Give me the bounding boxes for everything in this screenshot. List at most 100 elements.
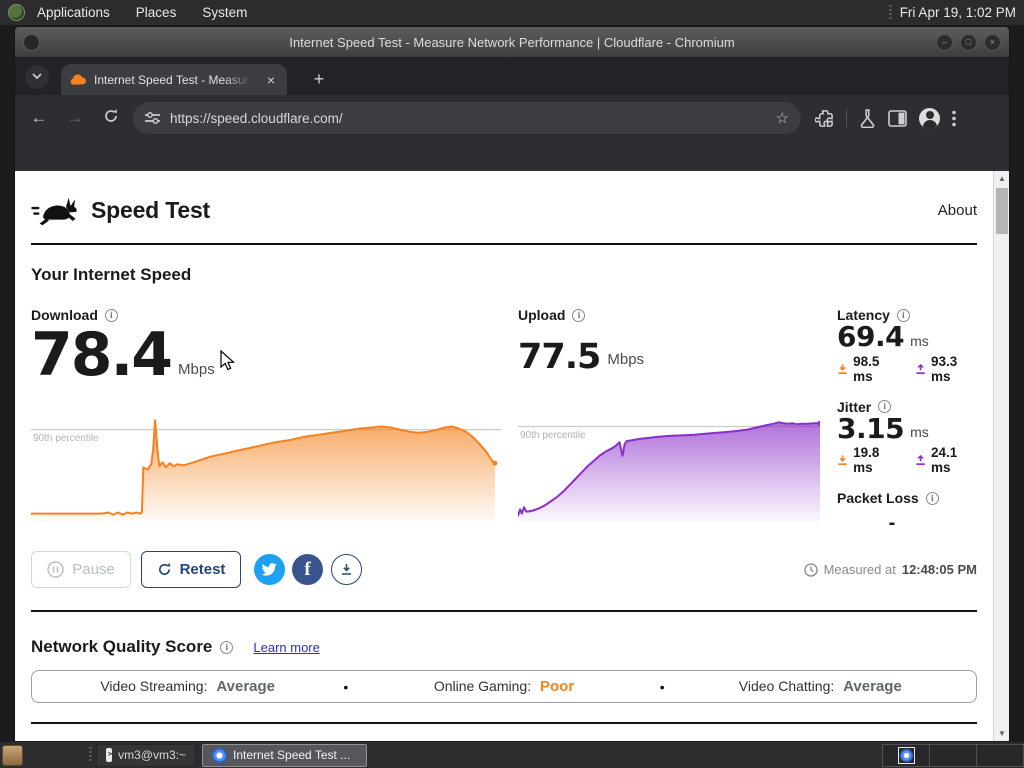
percentile-label: 90th percentile — [33, 432, 99, 444]
workspace-1[interactable] — [882, 743, 930, 767]
info-icon[interactable]: i — [925, 491, 939, 505]
download-arrow-icon — [838, 455, 847, 466]
taskbar-drag-handle — [89, 747, 92, 763]
tab-close-icon[interactable]: × — [266, 71, 276, 88]
info-icon[interactable]: i — [878, 400, 892, 414]
refresh-icon — [158, 562, 170, 575]
browser-toolbar: ← → https://speed.cloudflare.com/ ☆ — [15, 95, 1009, 141]
measured-at: Measured at 12:48:05 PM — [803, 562, 977, 577]
taskbar-item-browser[interactable]: Internet Speed Test ... — [202, 743, 367, 767]
minimize-button[interactable]: – — [936, 33, 953, 51]
upload-arrow-icon — [916, 363, 925, 374]
scrollbar-thumb[interactable] — [995, 188, 1008, 234]
browser-window: Internet Speed Test - Measure Network Pe… — [14, 26, 1010, 742]
maximize-button[interactable]: □ — [960, 33, 977, 51]
quality-video-streaming: Video Streaming: Average — [100, 678, 276, 695]
back-icon[interactable]: ← — [30, 108, 48, 127]
latency-unit: ms — [910, 332, 929, 349]
bookmark-star-icon[interactable]: ☆ — [775, 110, 789, 127]
about-link[interactable]: About — [937, 201, 977, 219]
window-title: Internet Speed Test - Measure Network Pe… — [289, 34, 735, 50]
info-icon[interactable]: i — [572, 308, 586, 322]
network-quality-box: Video Streaming: Average • Online Gaming… — [31, 670, 977, 703]
panel-clock[interactable]: Fri Apr 19, 1:02 PM — [899, 5, 1016, 20]
packet-loss-label: Packet Loss — [837, 490, 919, 507]
jitter-down-value: 19.8 ms — [853, 445, 880, 476]
side-panel-icon[interactable] — [888, 109, 907, 127]
packet-loss-value: - — [888, 512, 896, 535]
workspace-3[interactable] — [976, 743, 1024, 767]
jitter-value: 3.15 — [837, 411, 905, 445]
quality-video-chatting: Video Chatting: Average — [738, 678, 902, 695]
close-button[interactable]: × — [984, 33, 1001, 51]
pause-icon — [47, 561, 64, 578]
latency-value: 69.4 — [837, 320, 905, 353]
latency-label: Latency — [837, 307, 890, 323]
download-value: 78.4 — [31, 320, 173, 390]
share-twitter-button[interactable] — [254, 554, 285, 585]
page-scrollbar[interactable]: ▲ ▼ — [993, 171, 1009, 742]
forward-icon[interactable]: → — [66, 108, 84, 127]
learn-more-link[interactable]: Learn more — [253, 639, 320, 655]
quality-value: Average — [216, 678, 276, 695]
new-tab-button[interactable]: + — [313, 69, 325, 89]
quality-value: Average — [843, 678, 902, 695]
facebook-f-icon: f — [304, 559, 311, 580]
info-icon[interactable]: i — [896, 308, 910, 322]
chevron-down-icon — [32, 73, 42, 80]
latency-down-value: 98.5 ms — [853, 353, 880, 384]
info-icon[interactable]: i — [104, 308, 118, 322]
download-unit: Mbps — [178, 361, 215, 378]
bullet-separator: • — [659, 678, 665, 695]
site-settings-icon[interactable] — [145, 112, 160, 124]
stats-column: Latency i 69.4 ms 98.5 ms 93.3 ms — [837, 307, 977, 534]
extensions-icon[interactable] — [815, 109, 834, 128]
percentile-label: 90th percentile — [520, 429, 586, 441]
network-quality-title: Network Quality Score — [31, 637, 213, 656]
upload-metric: Upload i 77.5 Mbps — [518, 307, 820, 417]
window-menu-icon[interactable] — [23, 33, 40, 51]
upload-value: 77.5 — [518, 337, 601, 377]
browser-menu-icon[interactable] — [952, 110, 956, 127]
taskbar-item-terminal[interactable]: vm3@vm3:~ — [96, 743, 196, 767]
bottom-divider — [31, 722, 977, 724]
jitter-up-value: 24.1 ms — [930, 445, 958, 476]
address-bar[interactable]: https://speed.cloudflare.com/ ☆ — [133, 102, 801, 134]
header-divider — [31, 243, 977, 245]
profile-avatar-icon[interactable] — [919, 107, 940, 129]
tab-strip: Internet Speed Test - Measur × + — [15, 57, 1009, 95]
browser-tab[interactable]: Internet Speed Test - Measur × — [61, 64, 287, 95]
share-facebook-button[interactable]: f — [292, 554, 323, 585]
tab-title: Internet Speed Test - Measur — [94, 72, 249, 87]
menu-places[interactable]: Places — [135, 5, 177, 20]
info-icon[interactable]: i — [220, 640, 234, 654]
download-arrow-icon — [838, 363, 847, 374]
toolbar-separator — [846, 109, 847, 127]
panel-drag-handle — [888, 4, 892, 21]
upload-label: Upload — [518, 307, 566, 323]
pause-button[interactable]: Pause — [31, 551, 131, 588]
measured-time: 12:48:05 PM — [901, 562, 977, 577]
twitter-bird-icon — [261, 562, 277, 576]
reload-icon[interactable] — [97, 108, 125, 129]
url-text[interactable]: https://speed.cloudflare.com/ — [170, 110, 343, 126]
menu-system[interactable]: System — [202, 5, 248, 20]
menu-applications[interactable]: Applications — [37, 5, 110, 20]
retest-button[interactable]: Retest — [141, 551, 241, 588]
workspace-switcher — [882, 743, 1024, 767]
scroll-up-icon[interactable]: ▲ — [998, 174, 1006, 183]
distro-menu-icon[interactable] — [8, 4, 25, 21]
download-results-button[interactable] — [331, 554, 362, 585]
show-desktop-icon[interactable] — [2, 744, 23, 766]
tab-search-button[interactable] — [25, 65, 49, 89]
download-chart: 90th percentile — [31, 417, 501, 522]
quality-value: Poor — [539, 678, 575, 695]
workspace-2[interactable] — [929, 743, 977, 767]
experiments-flask-icon[interactable] — [859, 108, 876, 128]
download-metric: Download i 78.4 Mbps — [31, 307, 501, 417]
scroll-down-icon[interactable]: ▼ — [998, 729, 1006, 738]
page-title: Speed Test — [91, 196, 210, 223]
section-divider — [31, 610, 977, 612]
window-titlebar[interactable]: Internet Speed Test - Measure Network Pe… — [15, 27, 1009, 57]
quality-online-gaming: Online Gaming: Poor — [433, 678, 575, 695]
